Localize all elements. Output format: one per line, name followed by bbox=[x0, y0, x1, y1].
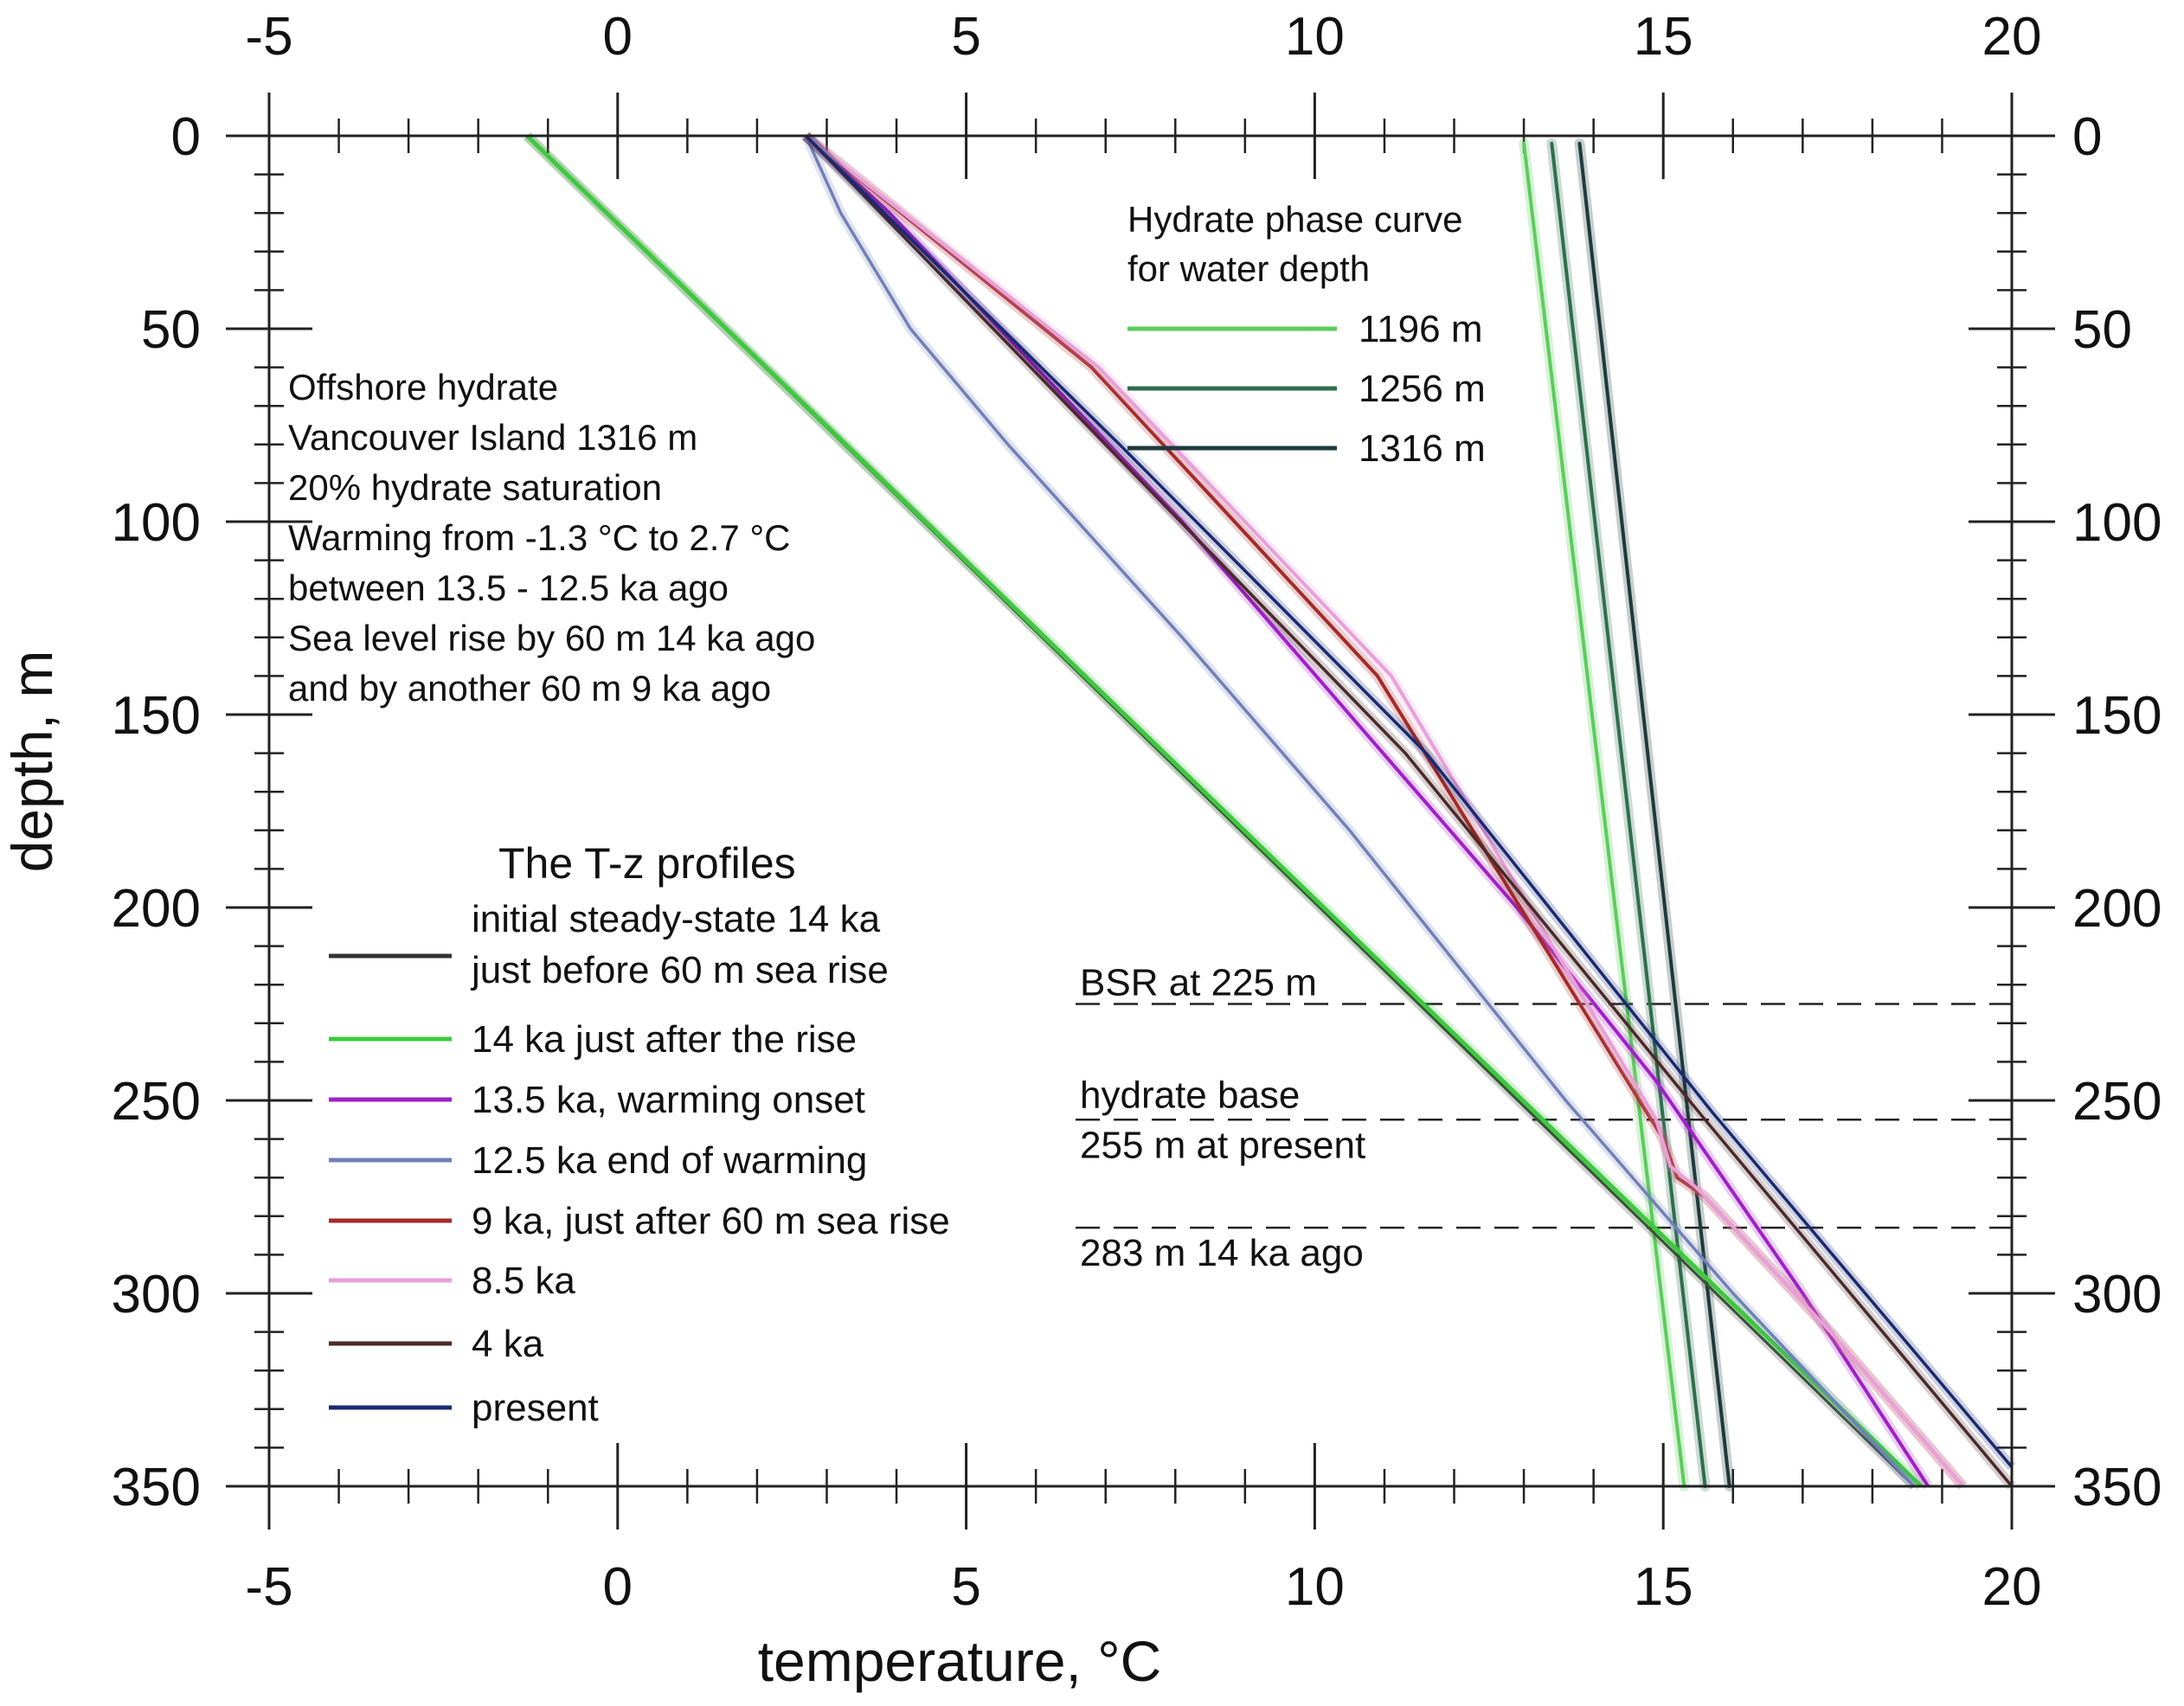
x-tick-label-top: 5 bbox=[951, 7, 980, 67]
phase-curve-line bbox=[1522, 141, 1686, 1488]
phase-legend-label: 1256 m bbox=[1359, 368, 1486, 410]
x-tick-label-bottom: 15 bbox=[1634, 1557, 1693, 1617]
annotation-text-line: between 13.5 - 12.5 ka ago bbox=[288, 568, 729, 608]
x-tick-label-bottom: 0 bbox=[603, 1557, 633, 1617]
x-tick-label-top: 15 bbox=[1634, 7, 1693, 67]
profile-line bbox=[805, 134, 1965, 1488]
y-tick-label-right: 350 bbox=[2072, 1458, 2162, 1517]
y-tick-label-right: 150 bbox=[2072, 686, 2162, 746]
profile-legend-label: 8.5 ka bbox=[472, 1260, 575, 1302]
y-tick-label-left: 50 bbox=[141, 300, 201, 360]
y-tick-label-right: 250 bbox=[2072, 1072, 2162, 1132]
x-tick-label-top: 10 bbox=[1285, 7, 1345, 67]
x-tick-label-top: 20 bbox=[1982, 7, 2042, 67]
annotation-text-line: Offshore hydrate bbox=[288, 367, 558, 407]
y-tick-label-right: 0 bbox=[2072, 107, 2102, 167]
phase-curve-line bbox=[1550, 141, 1707, 1488]
profile-legend-label: 4 ka bbox=[472, 1323, 544, 1365]
y-tick-label-left: 100 bbox=[112, 493, 201, 553]
profile-legend-label: just before 60 m sea rise bbox=[470, 949, 889, 991]
y-tick-label-left: 200 bbox=[112, 879, 201, 939]
annotation-text-line: 20% hydrate saturation bbox=[288, 467, 662, 508]
annotation-text-line: Warming from -1.3 °C to 2.7 °C bbox=[288, 517, 791, 558]
y-tick-label-left: 300 bbox=[112, 1265, 201, 1324]
y-tick-label-left: 350 bbox=[112, 1458, 201, 1517]
frame-layer bbox=[267, 93, 2014, 1527]
y-tick-label-right: 50 bbox=[2072, 300, 2132, 360]
y-tick-label-left: 0 bbox=[171, 107, 201, 167]
profile-line bbox=[805, 134, 2014, 1488]
reference-line-label: 255 m at present bbox=[1080, 1124, 1365, 1166]
x-tick-label-bottom: 5 bbox=[951, 1557, 980, 1617]
profile-legend-label: 12.5 ka end of warming bbox=[472, 1139, 867, 1182]
profile-legend-label: 9 ka, just after 60 m sea rise bbox=[472, 1200, 950, 1242]
reference-line-label: hydrate base bbox=[1080, 1074, 1300, 1116]
phase-legend-label: 1196 m bbox=[1359, 308, 1483, 350]
y-axis-title: depth, m bbox=[0, 651, 64, 873]
x-tick-label-top: 0 bbox=[603, 7, 633, 67]
reference-line-label: 283 m 14 ka ago bbox=[1080, 1232, 1364, 1274]
series-layer bbox=[523, 131, 2016, 1491]
profile-line bbox=[525, 134, 1924, 1488]
profile-legend-label: present bbox=[472, 1387, 599, 1429]
profiles-legend-title: The T-z profiles bbox=[498, 839, 796, 888]
phase-legend-title-line: Hydrate phase curve bbox=[1127, 199, 1463, 240]
annotation-text-line: Sea level rise by 60 m 14 ka ago bbox=[288, 618, 815, 658]
text-layer: temperature, °C depth, m The T-z profile… bbox=[0, 7, 2162, 1693]
y-tick-label-right: 200 bbox=[2072, 879, 2162, 939]
y-tick-label-right: 300 bbox=[2072, 1265, 2162, 1324]
y-tick-label-right: 100 bbox=[2072, 493, 2162, 553]
phase-legend-label: 1316 m bbox=[1359, 427, 1486, 470]
profile-legend-label: 14 ka just after the rise bbox=[472, 1018, 857, 1061]
x-tick-label-top: -5 bbox=[245, 7, 292, 67]
reference-line-label: BSR at 225 m bbox=[1080, 962, 1317, 1004]
profile-line bbox=[804, 135, 1916, 1488]
x-tick-label-bottom: 20 bbox=[1982, 1557, 2042, 1617]
x-tick-label-bottom: 10 bbox=[1285, 1557, 1345, 1617]
y-tick-label-left: 250 bbox=[112, 1072, 201, 1132]
profile-legend-label: 13.5 ka, warming onset bbox=[472, 1079, 865, 1121]
annotation-text-line: Vancouver Island 1316 m bbox=[288, 417, 697, 458]
profile-line bbox=[805, 134, 2014, 1468]
profile-legend-label: initial steady-state 14 ka bbox=[472, 898, 881, 940]
annotation-text-line: and by another 60 m 9 ka ago bbox=[288, 668, 771, 709]
x-tick-label-bottom: -5 bbox=[245, 1557, 292, 1617]
phase-legend-title-line: for water depth bbox=[1127, 248, 1370, 289]
x-axis-title: temperature, °C bbox=[758, 1629, 1162, 1693]
y-tick-label-left: 150 bbox=[112, 686, 201, 746]
